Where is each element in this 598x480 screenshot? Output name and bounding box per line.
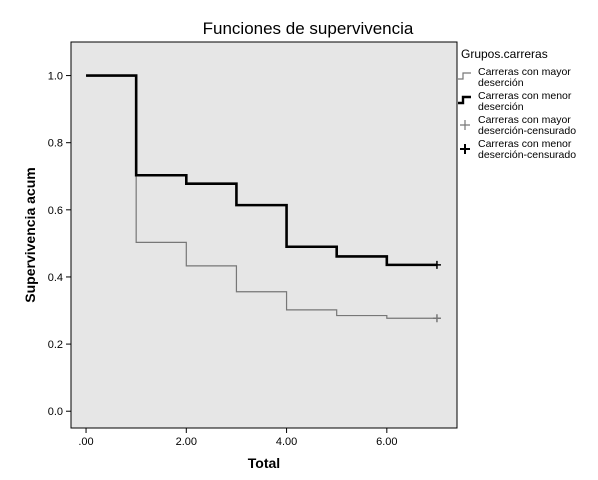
legend-label: deserción [478,77,524,89]
x-tick-label: 6.00 [376,436,397,448]
survival-series-line [86,74,437,319]
censored-marker [432,260,441,269]
y-tick-label: 0.0 [48,406,63,418]
y-tick-label: 1.0 [48,71,63,83]
legend: Grupos.carreras Carreras con mayordeserc… [458,47,576,161]
legend-plus-swatch [460,120,470,130]
legend-label: Carreras con mayor [478,114,571,126]
x-tick-label: 2.00 [176,436,197,448]
y-axis: 0.0 0.2 0.4 0.6 0.8 1.0 [48,71,71,418]
y-tick-label: 0.4 [48,272,63,284]
x-axis: .00 2.00 4.00 6.00 [78,428,398,448]
survival-series-line [86,74,437,267]
x-axis-label: Total [248,455,280,471]
legend-label: Carreras con menor [478,90,572,102]
y-tick-label: 0.8 [48,138,63,150]
legend-step-swatch [458,72,471,80]
legend-label: deserción-censurado [478,125,576,137]
x-tick-label: 4.00 [276,436,297,448]
legend-step-swatch [458,95,471,105]
series-layer [86,74,441,323]
y-tick-label: 0.2 [48,339,63,351]
legend-plus-swatch [460,144,470,154]
y-axis-label: Supervivencia acum [22,167,38,302]
legend-title: Grupos.carreras [461,47,548,61]
legend-label: deserción [478,101,524,113]
legend-label: deserción-censurado [478,149,576,161]
y-tick-label: 0.6 [48,205,63,217]
plot-area [70,41,458,429]
legend-label: Carreras con menor [478,138,572,150]
x-tick-label: .00 [78,436,93,448]
chart-title: Funciones de supervivencia [203,19,414,38]
censored-marker [432,314,441,323]
legend-label: Carreras con mayor [478,66,571,78]
